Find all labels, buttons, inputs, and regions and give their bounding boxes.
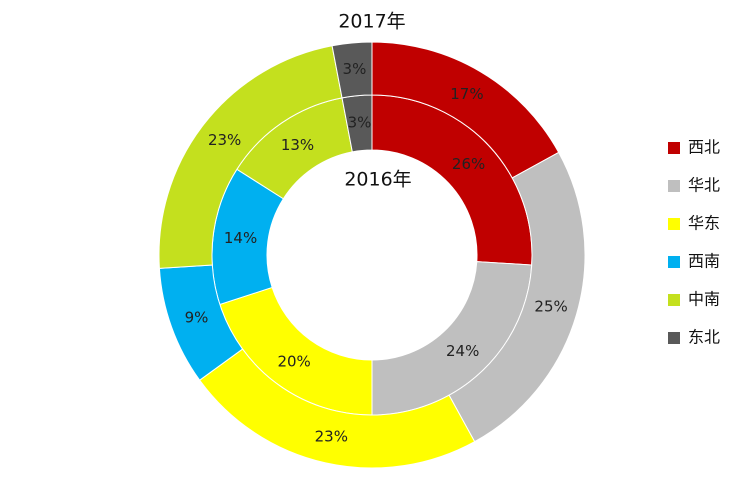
legend-label: 西北 — [688, 138, 720, 157]
legend-swatch — [668, 332, 680, 344]
legend-swatch — [668, 256, 680, 268]
outer-series-name: 2017年 — [338, 11, 405, 33]
value-label: 3% — [348, 114, 372, 132]
value-label: 25% — [534, 298, 567, 316]
legend-label: 华北 — [688, 176, 720, 195]
legend-label: 中南 — [688, 290, 720, 309]
legend-swatch — [668, 294, 680, 306]
value-label: 13% — [281, 136, 314, 154]
value-label: 14% — [224, 229, 257, 247]
value-label: 23% — [315, 428, 348, 446]
legend-swatch — [668, 218, 680, 230]
legend-swatch — [668, 180, 680, 192]
value-label: 23% — [208, 131, 241, 149]
inner-series-name: 2016年 — [344, 169, 411, 191]
legend-swatch — [668, 142, 680, 154]
value-label: 20% — [277, 353, 310, 371]
donut-segment — [331, 41, 373, 99]
legend-label: 华东 — [688, 214, 720, 233]
value-label: 17% — [450, 85, 483, 103]
legend-label: 东北 — [688, 328, 720, 347]
value-label: 26% — [452, 155, 485, 173]
value-label: 24% — [446, 342, 479, 360]
value-label: 9% — [185, 309, 209, 327]
legend-label: 西南 — [688, 252, 720, 271]
value-label: 3% — [343, 60, 367, 78]
